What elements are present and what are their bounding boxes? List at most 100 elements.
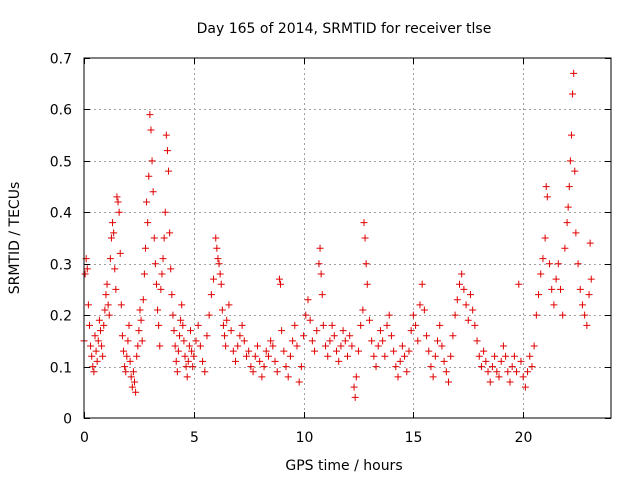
data-point bbox=[449, 332, 457, 340]
data-point bbox=[344, 352, 351, 360]
data-point bbox=[484, 368, 492, 376]
data-point bbox=[291, 321, 299, 329]
y-tick-label: 0.6 bbox=[50, 103, 72, 119]
data-point bbox=[223, 316, 231, 324]
data-point bbox=[194, 321, 202, 329]
data-point bbox=[508, 363, 516, 371]
data-point bbox=[497, 357, 505, 365]
x-tick-labels: 0 5 10 15 20 bbox=[80, 430, 532, 446]
data-point bbox=[127, 373, 135, 381]
data-point bbox=[159, 255, 167, 263]
data-point bbox=[96, 327, 104, 335]
data-point bbox=[394, 373, 402, 381]
data-point bbox=[88, 352, 96, 360]
data-point bbox=[564, 203, 572, 211]
data-point bbox=[326, 337, 334, 345]
data-point bbox=[537, 270, 545, 278]
axis-ticks bbox=[84, 58, 611, 419]
data-point bbox=[92, 347, 100, 355]
y-tick-label: 0.1 bbox=[50, 361, 72, 377]
data-point bbox=[102, 291, 110, 299]
data-point bbox=[506, 378, 514, 386]
data-point bbox=[316, 244, 324, 252]
data-point bbox=[189, 363, 197, 371]
data-point bbox=[559, 311, 567, 319]
data-point bbox=[440, 357, 448, 365]
data-point bbox=[318, 291, 326, 299]
data-point bbox=[154, 306, 162, 314]
data-point bbox=[222, 342, 230, 350]
data-point bbox=[431, 352, 439, 360]
data-point bbox=[112, 285, 120, 293]
data-point bbox=[569, 90, 577, 98]
data-point bbox=[83, 265, 91, 273]
x-tick-label: 15 bbox=[405, 430, 423, 446]
data-point bbox=[401, 352, 409, 360]
data-point bbox=[144, 219, 152, 227]
data-point bbox=[486, 378, 494, 386]
data-point bbox=[524, 368, 532, 376]
data-point bbox=[161, 208, 169, 216]
data-point bbox=[532, 311, 540, 319]
data-point bbox=[232, 357, 240, 365]
data-point bbox=[196, 342, 204, 350]
data-point bbox=[387, 332, 395, 340]
data-point bbox=[585, 291, 593, 299]
data-point bbox=[94, 337, 102, 345]
y-tick-label: 0.2 bbox=[50, 309, 72, 325]
data-point bbox=[438, 342, 446, 350]
data-point bbox=[183, 373, 191, 381]
data-point bbox=[128, 383, 136, 391]
data-point bbox=[168, 291, 176, 299]
data-point bbox=[107, 234, 115, 242]
data-point bbox=[137, 316, 145, 324]
data-point bbox=[84, 301, 92, 309]
data-point bbox=[554, 260, 562, 268]
data-point bbox=[81, 270, 89, 278]
data-point bbox=[124, 337, 132, 345]
data-point bbox=[215, 260, 223, 268]
data-point bbox=[139, 296, 147, 304]
data-point bbox=[203, 332, 211, 340]
data-point bbox=[214, 255, 222, 263]
data-point bbox=[185, 342, 193, 350]
data-point bbox=[586, 239, 594, 247]
x-tick-label: 20 bbox=[515, 430, 533, 446]
data-point bbox=[122, 368, 130, 376]
data-point bbox=[396, 357, 404, 365]
data-point bbox=[120, 347, 128, 355]
data-point bbox=[313, 327, 321, 335]
data-point bbox=[297, 363, 305, 371]
data-point bbox=[113, 193, 121, 201]
data-point bbox=[85, 321, 93, 329]
data-point bbox=[409, 311, 417, 319]
data-point bbox=[361, 234, 369, 242]
data-point bbox=[360, 219, 368, 227]
data-point bbox=[278, 327, 286, 335]
data-point bbox=[359, 306, 367, 314]
data-point bbox=[563, 219, 571, 227]
data-point bbox=[521, 383, 529, 391]
data-point bbox=[381, 352, 389, 360]
data-point bbox=[109, 219, 117, 227]
data-point bbox=[275, 275, 283, 283]
data-point bbox=[458, 270, 466, 278]
data-point bbox=[390, 347, 398, 355]
data-point bbox=[105, 311, 113, 319]
data-point bbox=[156, 342, 164, 350]
data-point bbox=[245, 347, 253, 355]
y-tick-label: 0.4 bbox=[50, 206, 72, 222]
data-point bbox=[335, 357, 343, 365]
data-point bbox=[561, 244, 569, 252]
data-point bbox=[407, 327, 415, 335]
data-point bbox=[567, 131, 575, 139]
plot-frame bbox=[83, 57, 612, 419]
data-point bbox=[158, 270, 166, 278]
data-point bbox=[280, 347, 288, 355]
data-point bbox=[510, 352, 518, 360]
data-point bbox=[111, 265, 119, 273]
data-point bbox=[190, 352, 198, 360]
data-point bbox=[315, 260, 323, 268]
data-point bbox=[330, 332, 338, 340]
data-point bbox=[574, 260, 582, 268]
